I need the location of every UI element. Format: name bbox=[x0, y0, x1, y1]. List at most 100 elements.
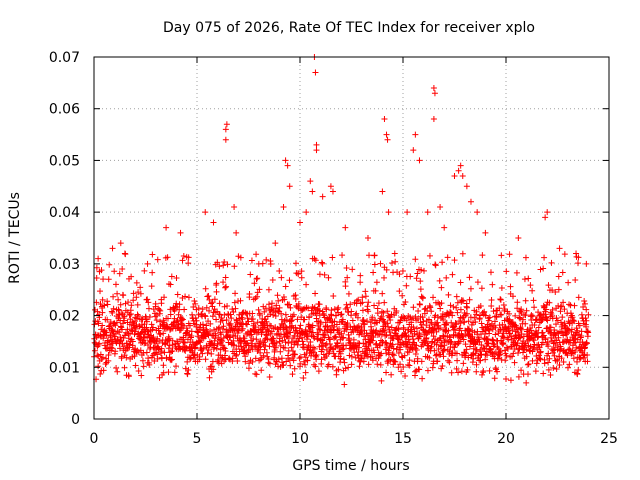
data-point bbox=[274, 307, 281, 314]
data-point bbox=[93, 274, 100, 281]
data-point-spike bbox=[163, 224, 170, 231]
data-point bbox=[545, 350, 552, 357]
data-point bbox=[99, 322, 106, 329]
data-point bbox=[388, 260, 395, 267]
data-point bbox=[498, 311, 505, 318]
data-point bbox=[383, 266, 390, 273]
data-point bbox=[148, 283, 155, 290]
data-point bbox=[234, 358, 241, 365]
data-point bbox=[544, 317, 551, 324]
data-point bbox=[330, 292, 337, 299]
data-point-spike bbox=[286, 183, 293, 190]
data-point bbox=[123, 354, 130, 361]
data-point bbox=[426, 324, 433, 331]
data-point bbox=[114, 368, 121, 375]
data-point bbox=[482, 356, 489, 363]
data-point bbox=[553, 366, 560, 373]
data-point bbox=[161, 294, 168, 301]
data-point bbox=[222, 284, 229, 291]
data-point bbox=[116, 329, 123, 336]
data-point bbox=[388, 311, 395, 318]
data-point bbox=[243, 321, 250, 328]
data-point-spike bbox=[573, 250, 580, 257]
data-point bbox=[554, 317, 561, 324]
data-point bbox=[400, 326, 407, 333]
data-point bbox=[110, 305, 117, 312]
data-point bbox=[230, 308, 237, 315]
data-point bbox=[457, 279, 464, 286]
data-point bbox=[387, 356, 394, 363]
data-point bbox=[222, 347, 229, 354]
data-point bbox=[415, 335, 422, 342]
data-point bbox=[222, 274, 229, 281]
data-point bbox=[311, 345, 318, 352]
data-point bbox=[398, 353, 405, 360]
data-point bbox=[551, 326, 558, 333]
data-point bbox=[414, 270, 421, 277]
data-point bbox=[297, 360, 304, 367]
data-point bbox=[514, 329, 521, 336]
data-point bbox=[579, 338, 586, 345]
data-point bbox=[119, 266, 126, 273]
data-point bbox=[546, 299, 553, 306]
data-point bbox=[575, 260, 582, 267]
data-point bbox=[249, 310, 256, 317]
data-point bbox=[581, 298, 588, 305]
data-point bbox=[103, 329, 110, 336]
data-point bbox=[570, 355, 577, 362]
data-point bbox=[484, 352, 491, 359]
data-point bbox=[429, 364, 436, 371]
data-point bbox=[584, 358, 591, 365]
data-point bbox=[466, 274, 473, 281]
data-point bbox=[529, 287, 536, 294]
data-point bbox=[496, 305, 503, 312]
data-point bbox=[371, 261, 378, 268]
data-point bbox=[414, 355, 421, 362]
data-point bbox=[418, 358, 425, 365]
data-point bbox=[433, 341, 440, 348]
data-point bbox=[365, 308, 372, 315]
data-point bbox=[312, 363, 319, 370]
data-point bbox=[492, 324, 499, 331]
data-point bbox=[536, 355, 543, 362]
data-point bbox=[211, 344, 218, 351]
data-point bbox=[214, 340, 221, 347]
data-point bbox=[216, 324, 223, 331]
data-point bbox=[282, 324, 289, 331]
data-point bbox=[357, 279, 364, 286]
data-point bbox=[415, 307, 422, 314]
data-point-spike bbox=[384, 136, 391, 143]
data-point bbox=[269, 277, 276, 284]
data-point bbox=[545, 366, 552, 373]
data-point bbox=[252, 324, 259, 331]
x-tick-label: 15 bbox=[394, 431, 412, 447]
data-point bbox=[129, 338, 136, 345]
data-point bbox=[328, 307, 335, 314]
data-point bbox=[141, 267, 148, 274]
data-point bbox=[497, 347, 504, 354]
data-point bbox=[477, 303, 484, 310]
data-point bbox=[397, 346, 404, 353]
data-point bbox=[312, 352, 319, 359]
data-point bbox=[100, 335, 107, 342]
data-point bbox=[232, 290, 239, 297]
data-point bbox=[459, 333, 466, 340]
data-point bbox=[317, 319, 324, 326]
data-point-spike bbox=[109, 245, 116, 252]
data-point bbox=[376, 342, 383, 349]
data-point bbox=[438, 284, 445, 291]
data-point bbox=[105, 337, 112, 344]
data-point bbox=[483, 348, 490, 355]
data-point bbox=[96, 340, 103, 347]
data-point-spike bbox=[297, 219, 303, 226]
data-point bbox=[349, 266, 356, 273]
data-point bbox=[165, 369, 172, 376]
data-point bbox=[532, 368, 539, 375]
data-point bbox=[282, 339, 289, 346]
data-point bbox=[539, 329, 546, 336]
data-point bbox=[434, 358, 441, 365]
data-point bbox=[213, 316, 220, 323]
data-point bbox=[403, 282, 410, 289]
data-point bbox=[540, 265, 547, 272]
data-point bbox=[386, 329, 393, 336]
